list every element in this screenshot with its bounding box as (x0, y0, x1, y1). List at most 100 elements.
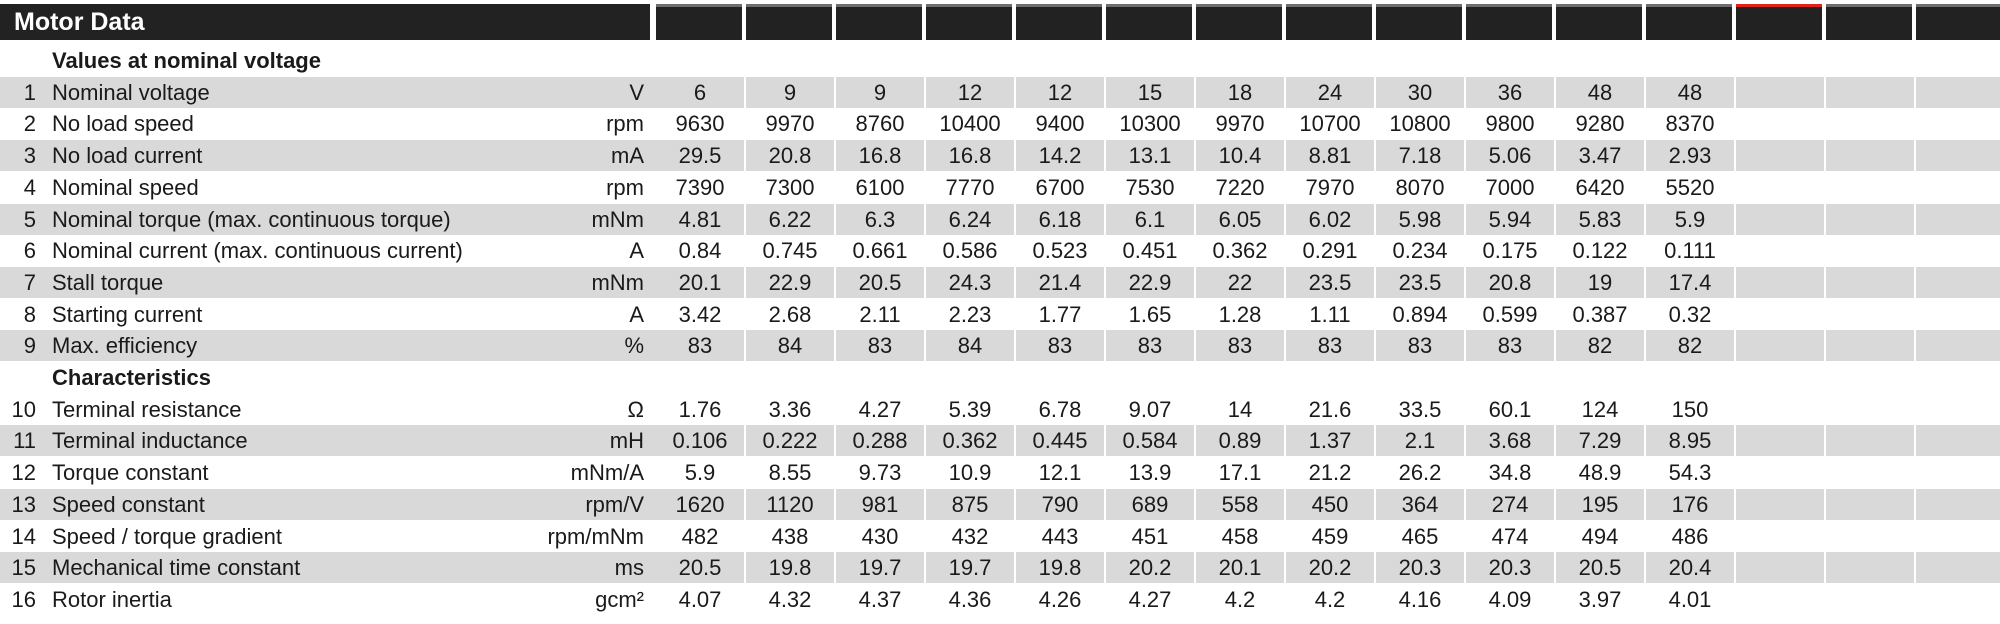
table-cell: 459 (1311, 523, 1349, 549)
table-cell: 13.9 (1128, 460, 1172, 486)
row-label: Nominal torque (max. continuous torque) (52, 206, 451, 232)
header-column-4 (926, 4, 1012, 40)
table-cell (1736, 76, 1824, 108)
table-cell (1736, 140, 1824, 172)
table-cell: 195 (1556, 488, 1644, 520)
table-cell: 4.16 (1398, 586, 1442, 612)
table-cell: 2.23 (948, 301, 992, 327)
table-cell: 474 (1491, 523, 1529, 549)
table-cell (1736, 172, 1824, 203)
table-cell: 82 (1646, 330, 1734, 362)
table-cell: 6.78 (1038, 396, 1082, 422)
row-label: Speed / torque gradient (52, 523, 282, 549)
table-cell: 10400 (939, 111, 1001, 137)
table-cell (1826, 425, 1914, 457)
table-cell: 4.2 (1314, 586, 1346, 612)
table-cell (1826, 140, 1914, 172)
row-label: Stall torque (52, 269, 164, 295)
table-cell: 84 (926, 330, 1014, 362)
table-cell (1736, 108, 1824, 139)
table-cell: 29.5 (656, 140, 744, 172)
table-cell: 0.894 (1392, 301, 1448, 327)
table-cell: 15 (1106, 76, 1194, 108)
table-row: 9 Max. efficiency% 83 84 83 84 83 83 83 83 83 83 82 8… (0, 330, 2000, 362)
table-cell (1916, 425, 2000, 457)
table-cell (1736, 488, 1824, 520)
table-cell (1916, 140, 2000, 172)
table-cell: 48.9 (1578, 460, 1622, 486)
table-cell: 14 (1227, 396, 1253, 422)
header-column-8 (1286, 4, 1372, 40)
row-band (0, 425, 656, 457)
table-cell: 83 (1016, 330, 1104, 362)
table-cell: 4.81 (656, 203, 744, 235)
table-cell: 4.32 (768, 586, 812, 612)
table-cell: 0.222 (746, 425, 834, 457)
row-number: 9 (23, 333, 36, 359)
row-unit: rpm (606, 174, 644, 200)
table-cell: 4.27 (1128, 586, 1172, 612)
table-cell: 364 (1376, 488, 1464, 520)
row-number: 11 (13, 428, 36, 454)
header-column-topline (1196, 4, 1282, 7)
table-cell: 10800 (1389, 111, 1451, 137)
table-cell (1916, 552, 2000, 584)
table-cell: 9 (746, 76, 834, 108)
table-cell: 451 (1131, 523, 1169, 549)
table-cell: 19.8 (746, 552, 834, 584)
table-cell: 21.2 (1308, 460, 1352, 486)
table-cell: 5.98 (1376, 203, 1464, 235)
table-cell: 6420 (1575, 174, 1625, 200)
header-column-3 (836, 4, 922, 40)
table-row: 2 No load speed rpm 9630 9970 8760 10400 9400 10… (0, 108, 2000, 139)
table-cell: 12 (926, 76, 1014, 108)
table-cell (1826, 299, 1914, 330)
table-row: 13 Speed constant rpm/V 1620 1120 981 875 790 68… (0, 488, 2000, 520)
table-cell: 0.84 (678, 238, 722, 264)
row-number: 4 (23, 174, 36, 200)
row-unit: A (629, 238, 644, 264)
header-column-topline (1376, 4, 1462, 7)
row-number: 8 (23, 301, 36, 327)
table-cell (1826, 172, 1914, 203)
table-cell: 0.32 (1668, 301, 1712, 327)
table-cell: 20.5 (656, 552, 744, 584)
table-cell: 5.9 (684, 460, 716, 486)
table-cell: 486 (1671, 523, 1709, 549)
header-column-13 (1736, 4, 1822, 40)
row-number: 12 (11, 460, 36, 486)
row-unit: V (629, 79, 644, 105)
table-cell: 23.5 (1376, 266, 1464, 298)
table-cell: 6 (656, 76, 744, 108)
table-cell (1736, 266, 1824, 298)
table-cell: 443 (1041, 523, 1079, 549)
table-cell: 7220 (1215, 174, 1265, 200)
table-cell: 19 (1556, 266, 1644, 298)
table-cell (1916, 266, 2000, 298)
header-column-topline (746, 4, 832, 7)
table-row: 14 Speed / torque gradient rpm/mNm 482 438 43… (0, 521, 2000, 552)
table-cell: 0.122 (1572, 238, 1628, 264)
table-cell: 9280 (1575, 111, 1625, 137)
row-label: Starting current (52, 301, 203, 327)
table-cell: 430 (861, 523, 899, 549)
table-row: 6 Nominal current (max. continuous curren… (0, 235, 2000, 266)
table-cell: 18 (1196, 76, 1284, 108)
table-cell: 9630 (675, 111, 725, 137)
table-cell (1826, 394, 1914, 425)
row-number: 14 (11, 523, 36, 549)
table-cell: 83 (1376, 330, 1464, 362)
table-cell: 1.76 (678, 396, 722, 422)
table-cell: 20.3 (1376, 552, 1464, 584)
table-cell: 0.451 (1122, 238, 1178, 264)
table-cell: 26.2 (1398, 460, 1442, 486)
table-cell: 48 (1556, 76, 1644, 108)
table-cell: 4.26 (1038, 586, 1082, 612)
table-cell: 438 (771, 523, 809, 549)
table-cell: 2.1 (1376, 425, 1464, 457)
header-column-topline (926, 4, 1012, 7)
table-cell: 274 (1466, 488, 1554, 520)
table-cell: 8.95 (1646, 425, 1734, 457)
table-cell: 6.1 (1106, 203, 1194, 235)
